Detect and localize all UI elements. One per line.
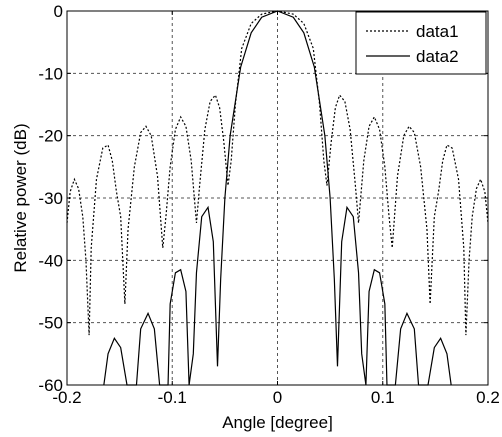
y-tick-label: -40	[38, 251, 63, 270]
x-axis-label: Angle [degree]	[222, 413, 333, 432]
legend-box	[355, 11, 487, 75]
x-tick-label: 0.1	[371, 388, 395, 407]
y-tick-label: -30	[38, 189, 63, 208]
x-tick-label: 0.2	[476, 388, 500, 407]
legend-label-data1: data1	[416, 22, 459, 41]
ticks: -0.2 -0.1 0 0.1 0.2 0 -10 -20 -30 -40 -50 -60	[38, 2, 499, 407]
legend-label-data2: data2	[416, 47, 459, 66]
y-tick-label: -10	[38, 64, 63, 83]
x-tick-label: -0.2	[52, 388, 81, 407]
y-axis-label: Relative power (dB)	[11, 123, 30, 272]
y-tick-label: -60	[38, 376, 63, 395]
x-tick-label: 0	[273, 388, 282, 407]
x-tick-label: -0.1	[158, 388, 187, 407]
y-tick-label: 0	[54, 2, 63, 21]
y-tick-label: -20	[38, 127, 63, 146]
y-tick-label: -50	[38, 314, 63, 333]
legend: data1 data2	[355, 11, 487, 75]
